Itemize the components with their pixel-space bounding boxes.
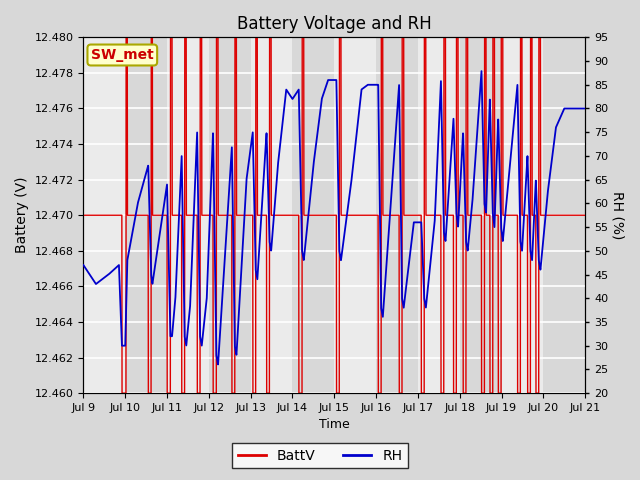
Bar bbox=[334, 37, 376, 393]
Y-axis label: RH (%): RH (%) bbox=[611, 191, 625, 240]
X-axis label: Time: Time bbox=[319, 419, 349, 432]
Bar bbox=[418, 37, 460, 393]
Bar bbox=[209, 37, 251, 393]
Text: SW_met: SW_met bbox=[91, 48, 154, 62]
Bar bbox=[460, 37, 502, 393]
Title: Battery Voltage and RH: Battery Voltage and RH bbox=[237, 15, 431, 33]
Legend: BattV, RH: BattV, RH bbox=[232, 443, 408, 468]
Bar bbox=[167, 37, 209, 393]
Bar bbox=[502, 37, 543, 393]
Bar bbox=[543, 37, 585, 393]
Bar bbox=[83, 37, 125, 393]
Y-axis label: Battery (V): Battery (V) bbox=[15, 177, 29, 253]
Bar bbox=[251, 37, 292, 393]
Bar bbox=[376, 37, 418, 393]
Bar bbox=[125, 37, 167, 393]
Bar bbox=[292, 37, 334, 393]
